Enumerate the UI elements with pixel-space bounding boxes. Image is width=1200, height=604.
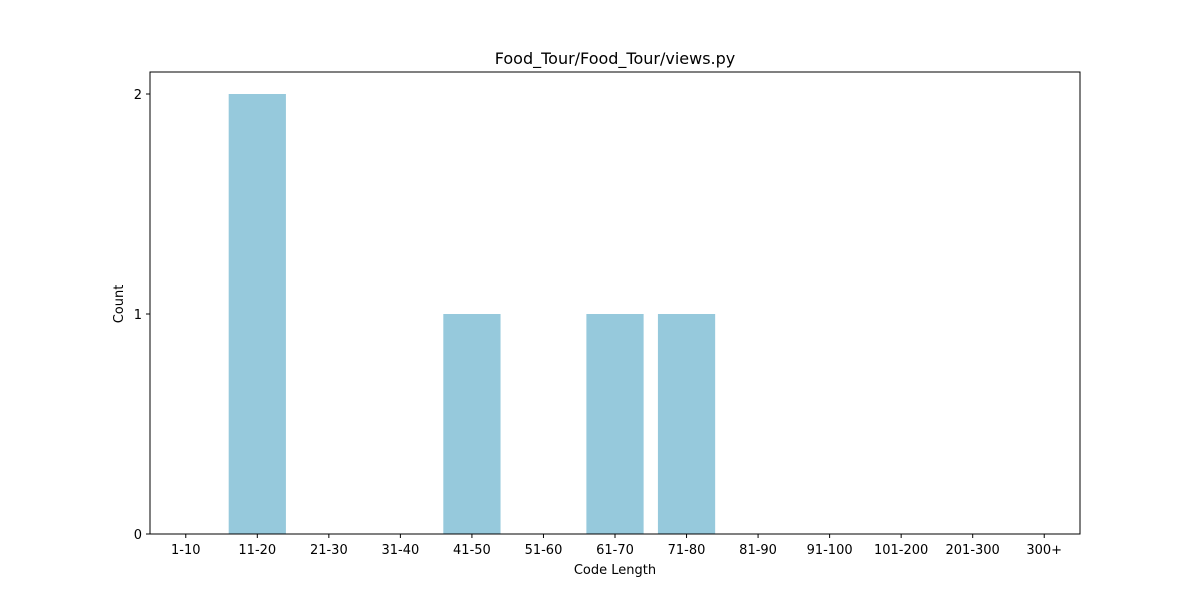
- bar-11-20: [228, 94, 286, 534]
- bars-layer: [228, 94, 716, 534]
- y-tick-label: 2: [134, 88, 142, 103]
- x-tick-label: 201-300: [946, 543, 1000, 558]
- x-tick-label: 1-10: [171, 543, 201, 558]
- x-tick-label: 101-200: [874, 543, 928, 558]
- x-tick-label: 300+: [1026, 543, 1062, 558]
- x-tick-label: 81-90: [739, 543, 777, 558]
- x-tick-label: 41-50: [453, 543, 491, 558]
- y-axis-label: Count: [112, 285, 127, 324]
- y-tick-label: 0: [134, 528, 142, 543]
- y-axis: 0 1 2: [134, 88, 150, 543]
- x-axis: 1-10 11-20 21-30 31-40 41-50 51-60 61-70 71-80 8…: [171, 534, 1062, 558]
- x-tick-label: 61-70: [596, 543, 634, 558]
- bar-41-50: [443, 314, 501, 534]
- bar-61-70: [586, 314, 644, 534]
- bar-71-80: [657, 314, 716, 534]
- chart-title: Food_Tour/Food_Tour/views.py: [495, 49, 736, 69]
- x-tick-label: 31-40: [381, 543, 419, 558]
- x-tick-label: 91-100: [807, 543, 853, 558]
- x-tick-label: 51-60: [525, 543, 563, 558]
- x-tick-label: 71-80: [668, 543, 706, 558]
- x-tick-label: 11-20: [238, 543, 276, 558]
- x-axis-label: Code Length: [574, 563, 656, 578]
- y-tick-label: 1: [134, 308, 142, 323]
- x-tick-label: 21-30: [310, 543, 348, 558]
